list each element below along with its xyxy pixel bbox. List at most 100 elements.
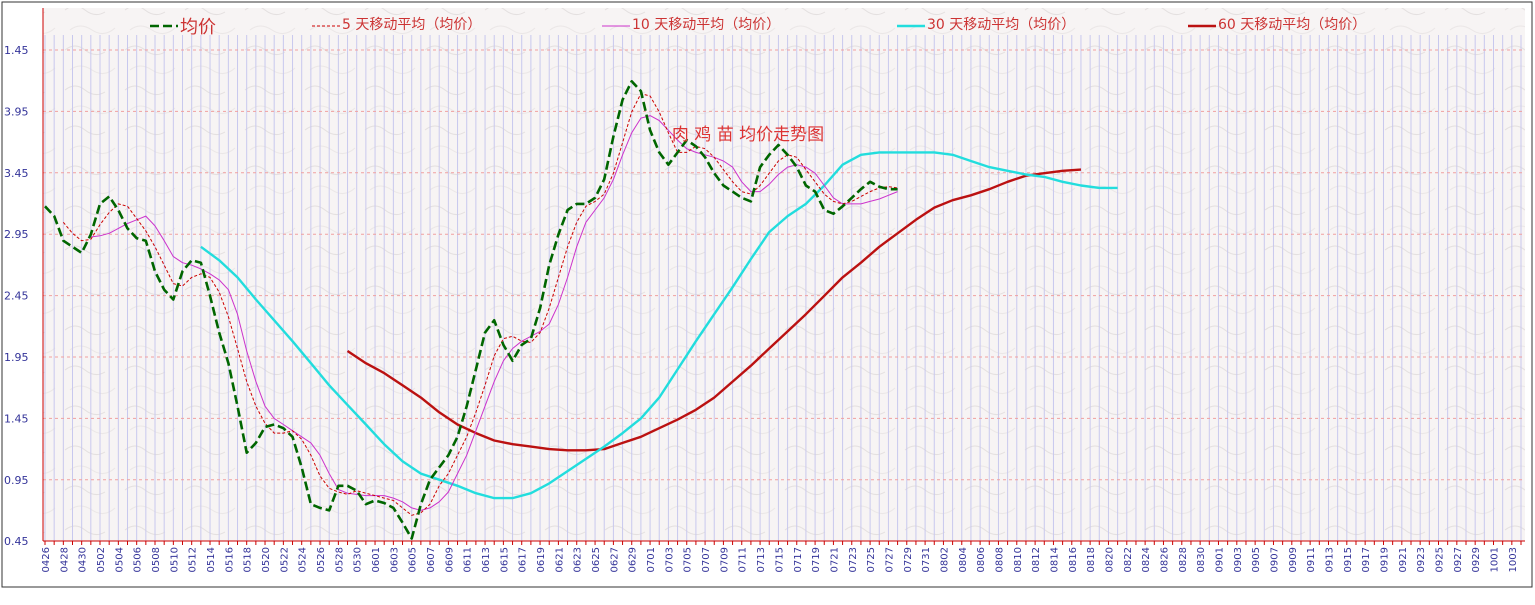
x-tick-label: 0514 bbox=[206, 547, 217, 572]
x-tick-label: 0611 bbox=[463, 547, 474, 572]
x-tick-label: 0607 bbox=[426, 547, 437, 572]
x-tick-label: 0713 bbox=[756, 547, 767, 572]
x-tick-label: 0709 bbox=[719, 547, 730, 572]
x-tick-label: 1003 bbox=[1508, 547, 1519, 572]
x-tick-label: 0428 bbox=[59, 547, 70, 572]
x-tick-label: 0629 bbox=[628, 547, 639, 572]
x-tick-label: 0504 bbox=[114, 547, 125, 572]
x-tick-label: 0905 bbox=[1251, 547, 1262, 572]
x-tick-label: 0802 bbox=[939, 547, 950, 572]
legend: 均价 5 天移动平均（均价） 10 天移动平均（均价） 30 天移动平均（均价） 60 … bbox=[150, 17, 1366, 38]
x-tick-label: 0907 bbox=[1269, 547, 1280, 572]
x-tick-label: 0721 bbox=[829, 547, 840, 572]
x-tick-label: 0520 bbox=[261, 547, 272, 572]
x-tick-label: 0818 bbox=[1086, 547, 1097, 572]
x-tick-label: 0430 bbox=[78, 547, 89, 572]
x-tick-label: 0508 bbox=[151, 547, 162, 572]
legend-label: 5 天移动平均（均价） bbox=[342, 17, 481, 33]
series-line bbox=[346, 168, 1082, 452]
x-tick-label: 0725 bbox=[866, 547, 877, 572]
x-tick-label: 0701 bbox=[646, 547, 657, 572]
x-tick-label: 0824 bbox=[1141, 547, 1152, 572]
x-tick-label: 0929 bbox=[1471, 547, 1482, 572]
y-tick-label: 0.95 bbox=[4, 474, 29, 487]
x-tick-label: 0727 bbox=[884, 547, 895, 572]
y-tick-label: 2.45 bbox=[4, 290, 29, 303]
x-tick-label: 0903 bbox=[1233, 547, 1244, 572]
x-tick-label: 0923 bbox=[1416, 547, 1427, 572]
chart-title: 肉 鸡 苗 均价走势图 bbox=[672, 125, 824, 145]
x-tick-label: 0820 bbox=[1104, 547, 1115, 572]
x-tick-label: 0919 bbox=[1379, 547, 1390, 572]
x-tick-label: 0715 bbox=[774, 547, 785, 572]
x-tick-label: 0812 bbox=[1031, 547, 1042, 572]
y-tick-label: 1.45 bbox=[4, 44, 29, 57]
legend-label: 10 天移动平均（均价） bbox=[632, 17, 780, 33]
x-tick-label: 0717 bbox=[793, 547, 804, 572]
plot-background bbox=[43, 8, 1525, 541]
x-tick-label: 0707 bbox=[701, 547, 712, 572]
x-tick-label: 0530 bbox=[353, 547, 364, 572]
legend-label: 60 天移动平均（均价） bbox=[1218, 17, 1366, 33]
x-tick-label: 0524 bbox=[298, 547, 309, 572]
series-line bbox=[200, 151, 1118, 500]
x-tick-label: 0901 bbox=[1214, 547, 1225, 572]
x-tick-label: 0613 bbox=[481, 547, 492, 572]
x-tick-label: 0623 bbox=[573, 547, 584, 572]
x-tick-label: 0627 bbox=[609, 547, 620, 572]
x-tick-label: 0526 bbox=[316, 547, 327, 572]
x-tick-label: 0913 bbox=[1324, 547, 1335, 572]
y-tick-label: 2.95 bbox=[4, 228, 29, 241]
x-tick-label: 0927 bbox=[1453, 547, 1464, 572]
x-tick-label: 0512 bbox=[188, 547, 199, 572]
x-tick-label: 0830 bbox=[1196, 547, 1207, 572]
x-tick-label: 0510 bbox=[169, 547, 180, 572]
x-tick-label: 0617 bbox=[518, 547, 529, 572]
x-tick-label: 0814 bbox=[1049, 547, 1060, 572]
x-tick-label: 0915 bbox=[1343, 547, 1354, 572]
x-tick-label: 0925 bbox=[1434, 547, 1445, 572]
x-tick-label: 0917 bbox=[1361, 547, 1372, 572]
series-line bbox=[44, 80, 898, 540]
x-tick-label: 0719 bbox=[811, 547, 822, 572]
x-tick-label: 0506 bbox=[133, 547, 144, 572]
x-tick-label: 0822 bbox=[1123, 547, 1134, 572]
x-tick-label: 0518 bbox=[243, 547, 254, 572]
x-tick-label: 0621 bbox=[554, 547, 565, 572]
x-tick-label: 0426 bbox=[41, 547, 52, 572]
x-tick-label: 0828 bbox=[1178, 547, 1189, 572]
x-tick-label: 0522 bbox=[279, 547, 290, 572]
legend-label: 30 天移动平均（均价） bbox=[927, 17, 1075, 33]
series-line bbox=[90, 115, 898, 511]
x-tick-label: 1001 bbox=[1489, 547, 1500, 572]
x-tick-label: 0729 bbox=[903, 547, 914, 572]
y-tick-label: 3.45 bbox=[4, 167, 29, 180]
x-tick-label: 0619 bbox=[536, 547, 547, 572]
x-tick-label: 0816 bbox=[1068, 547, 1079, 572]
x-tick-label: 0911 bbox=[1306, 547, 1317, 572]
x-tick-label: 0609 bbox=[444, 547, 455, 572]
legend-label: 均价 bbox=[180, 17, 216, 38]
y-tick-label: 3.95 bbox=[4, 105, 29, 118]
x-tick-label: 0502 bbox=[96, 547, 107, 572]
x-tick-label: 0810 bbox=[1013, 547, 1024, 572]
x-tick-label: 0731 bbox=[921, 547, 932, 572]
x-tick-label: 0516 bbox=[224, 547, 235, 572]
x-tick-label: 0723 bbox=[848, 547, 859, 572]
x-tick-label: 0921 bbox=[1398, 547, 1409, 572]
x-tick-label: 0703 bbox=[664, 547, 675, 572]
x-tick-label: 0804 bbox=[958, 547, 969, 572]
x-tick-label: 0603 bbox=[389, 547, 400, 572]
x-tick-label: 0615 bbox=[499, 547, 510, 572]
x-tick-label: 0826 bbox=[1159, 547, 1170, 572]
x-tick-label: 0808 bbox=[994, 547, 1005, 572]
y-tick-label: 1.95 bbox=[4, 351, 29, 364]
x-tick-label: 0711 bbox=[738, 547, 749, 572]
x-tick-label: 0806 bbox=[976, 547, 987, 572]
y-tick-label: 0.45 bbox=[4, 535, 29, 548]
x-tick-label: 0528 bbox=[334, 547, 345, 572]
x-tick-label: 0625 bbox=[591, 547, 602, 572]
x-tick-label: 0605 bbox=[408, 547, 419, 572]
